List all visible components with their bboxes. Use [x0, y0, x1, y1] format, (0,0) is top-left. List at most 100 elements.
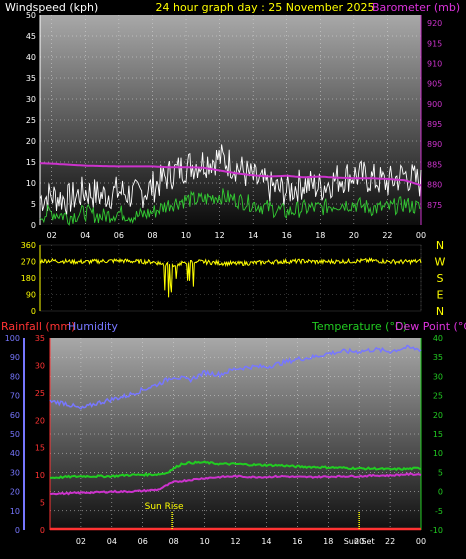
windspeed-tick-label: 10 [26, 179, 36, 188]
temperature-series-line [49, 460, 422, 480]
humidity-tick-label: 50 [10, 430, 20, 439]
x-tick-label: 14 [248, 231, 258, 240]
x-tick-label: 22 [382, 231, 392, 240]
barometer-tick-label: 895 [427, 120, 442, 129]
rain-humidity-x-ticks: 02 04 06 08 10 12 14 16 18 20 22 00 [76, 537, 426, 546]
rainfall-tick-label: 10 [35, 471, 45, 480]
dewpoint-series-line [49, 472, 422, 496]
direction-tick-label: 0 [31, 307, 36, 316]
rainfall-axis-label: Rainfall (mm) [1, 320, 75, 333]
x-tick-label: 18 [315, 231, 325, 240]
humidity-tick-label: 90 [10, 353, 20, 362]
x-tick-label: 04 [80, 231, 90, 240]
windspeed-ticks: 0 5 10 15 20 25 30 35 40 45 50 [26, 11, 41, 230]
sun-set-label: Sun Set [344, 537, 375, 546]
x-tick-label: 12 [214, 231, 224, 240]
direction-series-line [39, 256, 422, 298]
direction-tick-label: 360 [21, 241, 36, 250]
humidity-tick-label: 0 [15, 526, 20, 535]
windspeed-tick-label: 5 [31, 200, 36, 209]
barometer-axis-label: Barometer (mb) [372, 1, 460, 14]
windspeed-tick-label: 35 [26, 74, 36, 83]
temperature-tick-label: 5 [438, 468, 443, 477]
wind-plot-area [40, 15, 421, 225]
rainfall-tick-label: 25 [35, 389, 45, 398]
temperature-tick-label: 30 [433, 372, 443, 381]
barometer-tick-label: 900 [427, 100, 442, 109]
x-tick-label: 08 [147, 231, 157, 240]
windspeed-tick-label: 45 [26, 32, 36, 41]
rainfall-tick-label: 20 [35, 416, 45, 425]
humidity-tick-label: 100 [5, 334, 20, 343]
barometer-tick-label: 890 [427, 140, 442, 149]
x-tick-label: 00 [416, 537, 426, 546]
compass-label-n: N [436, 305, 444, 318]
direction-grid [40, 245, 422, 311]
rain-humidity-ticks: 010203040506070809010005101520253035-10-… [5, 334, 443, 535]
humidity-tick-label: 20 [10, 488, 20, 497]
temperature-tick-label: 20 [433, 411, 443, 420]
average-series-line [39, 188, 422, 226]
barometer-tick-label: 905 [427, 80, 442, 89]
temperature-tick-label: 0 [438, 488, 443, 497]
x-tick-label: 08 [169, 537, 179, 546]
x-tick-label: 10 [199, 537, 209, 546]
rainfall-tick-label: 0 [40, 526, 45, 535]
wind-series [39, 144, 422, 226]
barometer-tick-label: 920 [427, 19, 442, 28]
barometer-tick-label: 915 [427, 39, 442, 48]
barometer-tick-label: 885 [427, 160, 442, 169]
x-tick-label: 14 [261, 537, 271, 546]
windspeed-tick-label: 50 [26, 11, 36, 20]
compass-label-e: E [437, 289, 444, 302]
windspeed-tick-label: 20 [26, 137, 36, 146]
windspeed-axis-label: Windspeed (kph) [5, 1, 98, 14]
x-tick-label: 04 [107, 537, 117, 546]
graph-title: 24 hour graph day : 25 November 2025 [155, 1, 374, 14]
temperature-tick-label: 25 [433, 392, 443, 401]
compass-label-w: W [435, 256, 446, 269]
x-tick-label: 00 [416, 231, 426, 240]
barometer-series-line [39, 162, 422, 187]
sun-rise-label: Sun Rise [145, 502, 184, 512]
direction-tick-label: 90 [26, 291, 36, 300]
gust-series-line [39, 144, 422, 215]
temperature-tick-label: -5 [435, 507, 443, 516]
x-tick-label: 12 [230, 537, 240, 546]
x-tick-label: 20 [354, 537, 364, 546]
rainfall-tick-label: 5 [40, 499, 45, 508]
temperature-tick-label: 35 [433, 353, 443, 362]
temperature-tick-label: 15 [433, 430, 443, 439]
x-tick-label: 20 [349, 231, 359, 240]
windspeed-tick-label: 40 [26, 53, 36, 62]
direction-tick-label: 180 [21, 274, 36, 283]
direction-plot-area [39, 244, 422, 312]
compass-label-n: N [436, 239, 444, 252]
x-tick-label: 22 [385, 537, 395, 546]
humidity-tick-label: 30 [10, 468, 20, 477]
windspeed-tick-label: 0 [31, 221, 36, 230]
barometer-tick-label: 875 [427, 201, 442, 210]
direction-tick-label: 270 [21, 258, 36, 267]
direction-ticks: 0 90 180 270 360 [21, 241, 41, 316]
x-tick-label: 02 [47, 231, 57, 240]
windspeed-tick-label: 25 [26, 116, 36, 125]
x-tick-label: 06 [114, 231, 124, 240]
x-tick-label: 16 [292, 537, 302, 546]
windspeed-tick-label: 30 [26, 95, 36, 104]
dewpoint-axis-label: Dew Point (°C) [395, 320, 466, 333]
compass-label-s: S [437, 272, 444, 285]
humidity-tick-label: 80 [10, 372, 20, 381]
x-tick-label: 18 [323, 537, 333, 546]
temperature-tick-label: 40 [433, 334, 443, 343]
x-tick-label: 10 [181, 231, 191, 240]
windspeed-tick-label: 15 [26, 158, 36, 167]
temperature-axis-label: Temperature (°C) [311, 320, 407, 333]
barometer-tick-label: 910 [427, 59, 442, 68]
humidity-tick-label: 40 [10, 449, 20, 458]
rainfall-tick-label: 35 [35, 334, 45, 343]
wind-x-ticks: 02 04 06 08 10 12 14 16 18 20 22 00 [47, 231, 426, 240]
temperature-tick-label: -10 [430, 526, 443, 535]
